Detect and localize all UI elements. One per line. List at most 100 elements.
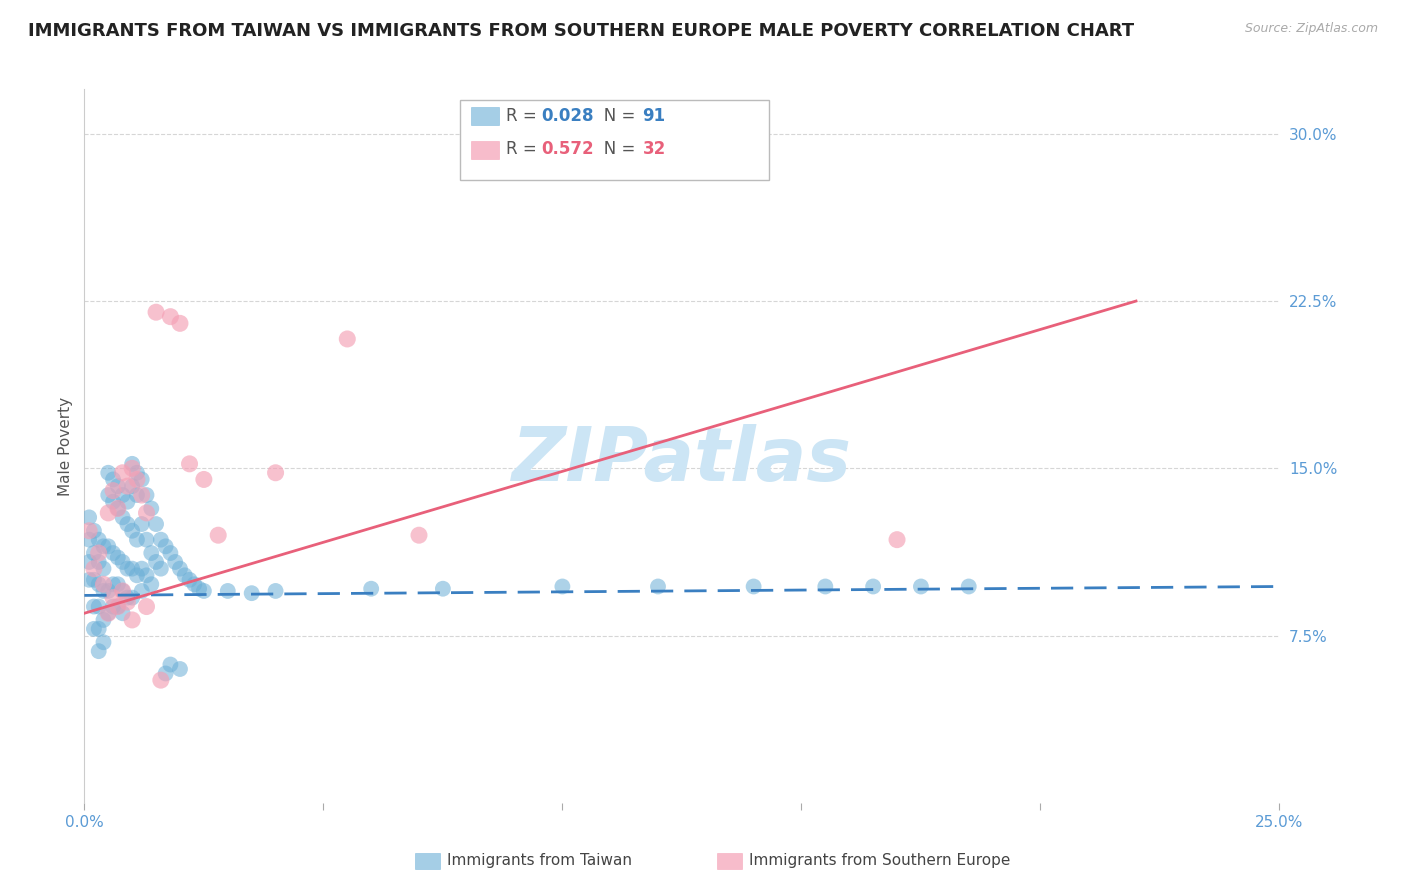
Point: [117, 562, 139, 576]
Point: [173, 568, 195, 582]
Point: [107, 599, 129, 614]
Point: [107, 599, 129, 614]
Text: Immigrants from Taiwan: Immigrants from Taiwan: [447, 854, 633, 868]
Point: [83, 573, 105, 587]
Point: [131, 517, 153, 532]
Point: [193, 473, 215, 487]
Text: 0.572: 0.572: [541, 140, 593, 158]
Point: [862, 580, 884, 594]
Point: [111, 555, 134, 569]
Text: 91: 91: [643, 107, 665, 125]
Point: [117, 494, 139, 508]
Point: [87, 622, 110, 636]
Point: [117, 517, 139, 532]
Point: [141, 577, 163, 591]
Point: [83, 562, 105, 576]
Point: [145, 555, 167, 569]
Point: [93, 577, 115, 591]
Point: [87, 555, 110, 569]
Point: [155, 539, 177, 553]
Point: [101, 494, 124, 508]
Point: [179, 573, 201, 587]
Point: [87, 533, 110, 547]
Point: [149, 533, 172, 547]
Point: [135, 488, 157, 502]
Point: [264, 583, 287, 598]
Point: [647, 580, 669, 594]
Point: [141, 501, 163, 516]
Point: [101, 473, 124, 487]
Point: [101, 483, 124, 498]
Point: [165, 555, 187, 569]
Point: [97, 607, 120, 621]
Point: [149, 562, 172, 576]
Point: [503, 131, 526, 145]
Point: [193, 583, 215, 598]
Point: [77, 555, 100, 569]
Point: [886, 533, 908, 547]
Point: [183, 577, 205, 591]
Text: N =: N =: [588, 140, 640, 158]
Point: [336, 332, 359, 346]
Y-axis label: Male Poverty: Male Poverty: [58, 396, 73, 496]
Point: [135, 599, 157, 614]
Point: [117, 595, 139, 609]
Point: [111, 583, 134, 598]
Point: [135, 506, 157, 520]
Point: [957, 580, 980, 594]
Point: [742, 580, 765, 594]
Point: [179, 457, 201, 471]
Text: ZIPatlas: ZIPatlas: [512, 424, 852, 497]
Text: R =: R =: [506, 140, 543, 158]
Point: [87, 546, 110, 560]
Point: [107, 577, 129, 591]
Point: [93, 583, 115, 598]
Point: [125, 533, 148, 547]
Point: [169, 317, 191, 331]
Point: [101, 599, 124, 614]
Point: [83, 546, 105, 560]
Text: N =: N =: [588, 107, 640, 125]
Point: [77, 524, 100, 538]
Point: [117, 591, 139, 605]
Point: [111, 607, 134, 621]
Point: [111, 466, 134, 480]
Point: [131, 562, 153, 576]
Point: [145, 517, 167, 532]
Text: Source: ZipAtlas.com: Source: ZipAtlas.com: [1244, 22, 1378, 36]
Point: [77, 510, 100, 524]
Point: [432, 582, 454, 596]
Point: [121, 591, 143, 605]
Point: [97, 506, 120, 520]
Point: [83, 622, 105, 636]
Point: [97, 488, 120, 502]
Point: [135, 533, 157, 547]
Point: [87, 599, 110, 614]
Point: [93, 613, 115, 627]
Point: [131, 473, 153, 487]
Point: [121, 524, 143, 538]
Point: [87, 644, 110, 658]
Point: [910, 580, 932, 594]
Text: 32: 32: [643, 140, 666, 158]
Point: [135, 568, 157, 582]
Point: [125, 568, 148, 582]
Point: [77, 573, 100, 587]
Point: [107, 479, 129, 493]
Point: [93, 539, 115, 553]
Point: [83, 524, 105, 538]
Point: [408, 528, 430, 542]
Point: [97, 539, 120, 553]
Point: [188, 582, 211, 596]
Point: [93, 635, 115, 649]
Point: [159, 310, 181, 324]
Point: [155, 666, 177, 681]
Point: [149, 673, 172, 687]
Point: [101, 546, 124, 560]
Point: [111, 488, 134, 502]
Point: [159, 546, 181, 560]
Point: [207, 528, 229, 542]
Point: [169, 562, 191, 576]
Text: R =: R =: [506, 107, 543, 125]
Point: [121, 461, 143, 475]
